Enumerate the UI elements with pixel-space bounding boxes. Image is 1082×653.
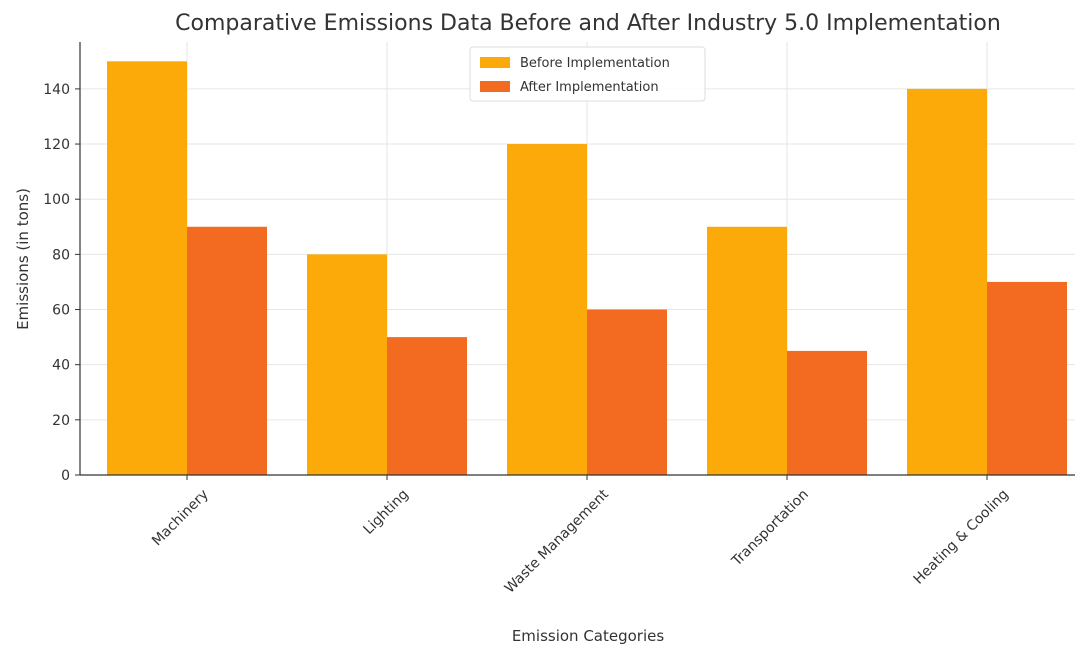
bar-before-4 xyxy=(907,88,987,476)
y-axis-label: Emissions (in tons) xyxy=(14,188,32,330)
bar-before-2 xyxy=(507,144,587,475)
legend-label-before: Before Implementation xyxy=(520,56,670,71)
x-tick-label: Machinery xyxy=(149,487,212,550)
x-tick-label: Heating & Cooling xyxy=(911,487,1012,588)
legend-box xyxy=(469,46,706,102)
y-tick-label: 100 xyxy=(43,192,70,208)
legend-label-after: After Implementation xyxy=(520,80,659,95)
axes-layer xyxy=(75,42,1075,480)
y-tick-label: 20 xyxy=(52,413,70,429)
bar-after-3 xyxy=(787,350,867,475)
bar-before-3 xyxy=(707,226,787,475)
bar-before-1 xyxy=(307,254,387,475)
bar-after-1 xyxy=(387,337,467,475)
bar-after-0 xyxy=(187,226,267,475)
y-tick-label: 80 xyxy=(52,247,70,263)
x-tick-label: Transportation xyxy=(728,487,812,571)
y-tick-label: 40 xyxy=(52,358,70,374)
y-tick-label: 140 xyxy=(43,82,70,98)
bars-layer xyxy=(107,61,1067,476)
legend-swatch-before xyxy=(480,57,510,68)
y-tick-label: 60 xyxy=(52,303,70,319)
y-tick-label: 120 xyxy=(43,137,70,153)
legend-swatch-after xyxy=(480,81,510,92)
x-tick-label: Waste Management xyxy=(502,486,612,596)
bar-after-2 xyxy=(587,309,667,475)
bar-after-4 xyxy=(987,281,1067,475)
chart-title: Comparative Emissions Data Before and Af… xyxy=(175,11,1001,36)
legend: Before Implementation After Implementatio… xyxy=(469,46,706,102)
x-tick-label: Lighting xyxy=(360,487,411,538)
x-axis-label: Emission Categories xyxy=(512,627,665,645)
y-tick-label: 0 xyxy=(61,468,70,484)
bar-before-0 xyxy=(107,61,187,476)
